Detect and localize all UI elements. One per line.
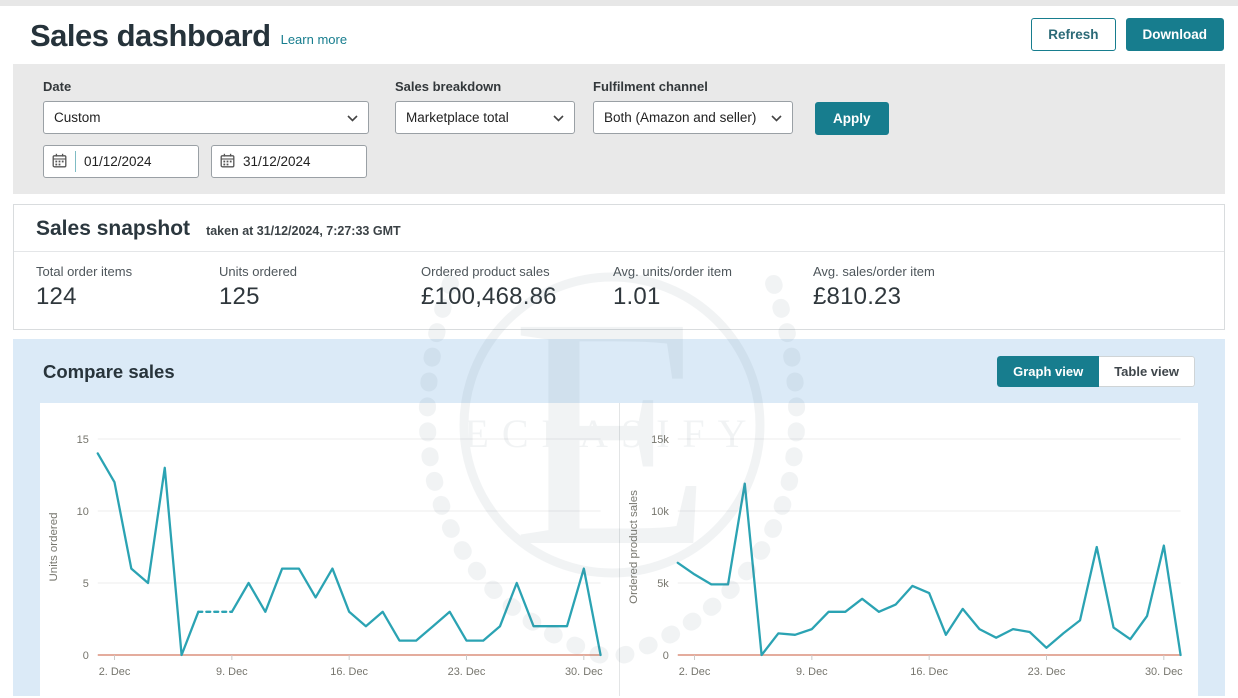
snapshot-metrics-row: Total order items 124 Units ordered 125 …: [14, 252, 1224, 329]
metric-label: Avg. sales/order item: [813, 264, 935, 279]
date-to-input[interactable]: 31/12/2024: [211, 145, 367, 178]
fulfilment-channel-select[interactable]: Both (Amazon and seller): [593, 101, 793, 134]
metric-value: 1.01: [613, 283, 661, 310]
metric-label: Units ordered: [219, 264, 298, 279]
metric-avg-units-order-item: Avg. units/order item 1.01: [613, 264, 813, 311]
sales-breakdown-label: Sales breakdown: [395, 79, 502, 94]
compare-sales-title: Compare sales: [43, 360, 175, 382]
svg-text:5k: 5k: [657, 578, 669, 590]
svg-text:Units ordered: Units ordered: [48, 512, 60, 581]
view-toggle: Graph view Table view: [997, 356, 1195, 387]
svg-text:30. Dec: 30. Dec: [1144, 666, 1182, 678]
svg-text:16. Dec: 16. Dec: [910, 666, 948, 678]
apply-button[interactable]: Apply: [815, 102, 889, 135]
sales-snapshot-panel: Sales snapshot taken at 31/12/2024, 7:27…: [13, 204, 1225, 330]
svg-text:15: 15: [77, 434, 89, 446]
graph-view-button[interactable]: Graph view: [997, 356, 1100, 387]
filter-bar: Date Custom 01/12/2024: [13, 64, 1225, 194]
date-from-value: 01/12/2024: [84, 154, 152, 169]
date-filter-group: Date Custom 01/12/2024: [43, 79, 369, 178]
sales-breakdown-selected: Marketplace total: [406, 110, 509, 125]
chevron-down-icon: [553, 110, 564, 125]
download-button[interactable]: Download: [1125, 18, 1224, 51]
metric-label: Avg. units/order item: [613, 264, 732, 279]
page-header: Sales dashboard Learn more Refresh Downl…: [0, 6, 1238, 64]
refresh-button[interactable]: Refresh: [1031, 18, 1116, 51]
metric-value: 125: [219, 283, 260, 310]
chevron-down-icon: [347, 110, 358, 125]
svg-text:16. Dec: 16. Dec: [330, 666, 368, 678]
compare-sales-header: Compare sales Graph view Table view: [40, 356, 1198, 387]
svg-text:23. Dec: 23. Dec: [448, 666, 486, 678]
sales-snapshot-title: Sales snapshot: [36, 217, 191, 240]
svg-text:0: 0: [662, 650, 668, 662]
ordered-product-sales-chart: 0 5k 10k 15k 2. Dec 9. Dec 16. Dec 23. Dec 30. D…: [627, 434, 1182, 678]
svg-text:5: 5: [83, 578, 89, 590]
date-range-select[interactable]: Custom: [43, 101, 369, 134]
snapshot-timestamp: taken at 31/12/2024, 7:27:33 GMT: [206, 224, 401, 238]
svg-text:0: 0: [83, 650, 89, 662]
svg-text:15k: 15k: [651, 434, 669, 446]
date-filter-label: Date: [43, 79, 72, 94]
metric-label: Ordered product sales: [421, 264, 550, 279]
svg-text:10: 10: [77, 506, 89, 518]
sales-breakdown-select[interactable]: Marketplace total: [395, 101, 575, 134]
svg-text:2. Dec: 2. Dec: [678, 666, 710, 678]
fulfilment-channel-group: Fulfilment channel Both (Amazon and sell…: [593, 79, 815, 134]
chevron-down-icon: [771, 110, 782, 125]
metric-value: £100,468.86: [421, 283, 557, 310]
date-to-value: 31/12/2024: [243, 154, 311, 169]
learn-more-link[interactable]: Learn more: [280, 32, 348, 47]
fulfilment-channel-label: Fulfilment channel: [593, 79, 708, 94]
page-title: Sales dashboard: [30, 18, 271, 53]
svg-text:23. Dec: 23. Dec: [1027, 666, 1065, 678]
header-actions: Refresh Download: [1031, 18, 1224, 51]
sales-snapshot-header: Sales snapshot taken at 31/12/2024, 7:27…: [14, 205, 1224, 252]
metric-units-ordered: Units ordered 125: [219, 264, 421, 311]
svg-text:9. Dec: 9. Dec: [796, 666, 828, 678]
fulfilment-channel-selected: Both (Amazon and seller): [604, 110, 757, 125]
date-inputs-row: 01/12/2024 31/12/2024: [43, 145, 369, 178]
table-view-button[interactable]: Table view: [1099, 356, 1195, 387]
date-range-selected: Custom: [54, 110, 101, 125]
metric-avg-sales-order-item: Avg. sales/order item £810.23: [813, 264, 935, 311]
metric-value: 124: [36, 283, 77, 310]
svg-text:9. Dec: 9. Dec: [216, 666, 248, 678]
top-strip: [0, 0, 1238, 6]
svg-text:30. Dec: 30. Dec: [565, 666, 603, 678]
calendar-icon: [52, 153, 67, 171]
metric-value: £810.23: [813, 283, 902, 310]
ordered-product-sales-chart-card: 0 5k 10k 15k 2. Dec 9. Dec 16. Dec 23. Dec 30. D…: [620, 403, 1199, 696]
units-ordered-chart-card: 0 5 10 15 2. Dec 9. Dec 16. Dec 23. Dec 30. Dec U…: [40, 403, 620, 696]
metric-label: Total order items: [36, 264, 133, 279]
metric-total-order-items: Total order items 124: [36, 264, 219, 311]
metric-ordered-product-sales: Ordered product sales £100,468.86: [421, 264, 613, 311]
compare-sales-panel: Compare sales Graph view Table view 0 5 10…: [13, 339, 1225, 696]
svg-text:10k: 10k: [651, 506, 669, 518]
svg-text:Ordered product sales: Ordered product sales: [627, 490, 639, 604]
input-caret: [75, 151, 76, 172]
date-from-input[interactable]: 01/12/2024: [43, 145, 199, 178]
sales-breakdown-group: Sales breakdown Marketplace total: [395, 79, 593, 134]
calendar-icon: [220, 153, 235, 171]
svg-text:2. Dec: 2. Dec: [99, 666, 131, 678]
charts-container: 0 5 10 15 2. Dec 9. Dec 16. Dec 23. Dec 30. Dec U…: [40, 403, 1198, 696]
units-ordered-chart: 0 5 10 15 2. Dec 9. Dec 16. Dec 23. Dec 30. Dec U…: [48, 434, 603, 678]
